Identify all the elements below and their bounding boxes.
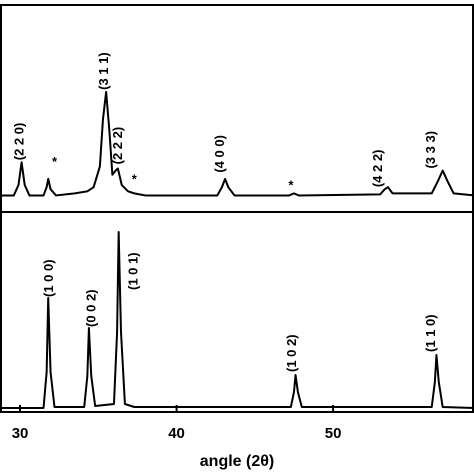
peak-label: (3 3 3)	[423, 131, 438, 169]
impurity-marker: *	[288, 178, 294, 193]
peak-label: (4 0 0)	[212, 135, 227, 173]
impurity-marker: *	[132, 171, 138, 186]
impurity-marker: *	[52, 154, 58, 169]
peak-label: (4 2 2)	[370, 150, 385, 188]
x-tick-label: 30	[12, 425, 29, 442]
peak-label: (2 2 0)	[11, 123, 26, 161]
peak-label: (1 0 1)	[126, 252, 141, 290]
x-tick-label: 50	[325, 425, 342, 442]
peak-label: (2 2 2)	[110, 127, 125, 165]
xrd-pattern	[0, 231, 474, 409]
peak-label: (1 0 2)	[284, 334, 299, 372]
panel-frame	[0, 211, 474, 413]
peak-label: (1 0 0)	[41, 259, 56, 297]
xrd-pattern	[0, 90, 474, 197]
peak-label: (3 1 1)	[96, 52, 111, 90]
peak-label: (0 0 2)	[83, 289, 98, 327]
peak-label: (1 1 0)	[423, 314, 438, 352]
x-tick-label: 40	[168, 425, 185, 442]
x-axis-title: angle (2θ)	[200, 453, 274, 470]
